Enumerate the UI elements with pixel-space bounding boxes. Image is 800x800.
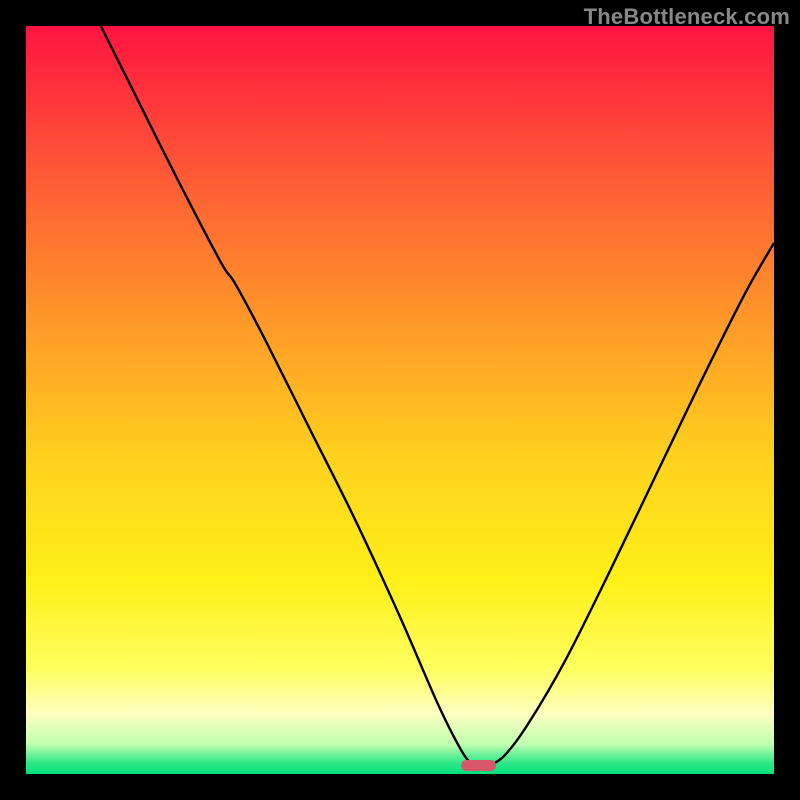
chart-container: { "watermark": { "text": "TheBottleneck.… [0, 0, 800, 800]
watermark-text: TheBottleneck.com [584, 4, 790, 30]
optimum-marker [461, 760, 495, 771]
bottleneck-v-curve [26, 26, 774, 774]
